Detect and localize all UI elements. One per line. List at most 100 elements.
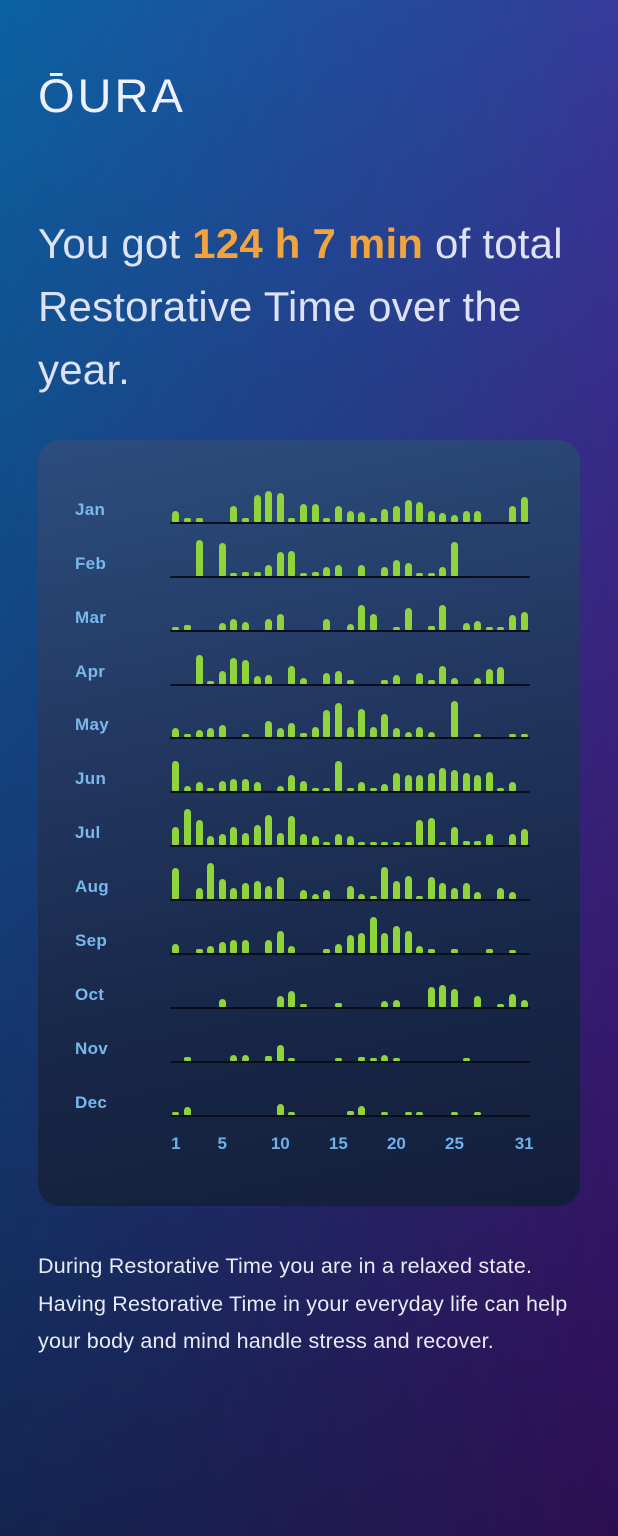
day-bar	[346, 1110, 354, 1115]
day-bar	[381, 714, 389, 738]
day-bar	[195, 539, 203, 576]
day-bar	[288, 723, 296, 738]
day-bar	[230, 778, 238, 792]
day-bar	[253, 825, 261, 846]
day-bar	[265, 565, 273, 576]
day-bar	[462, 882, 470, 900]
day-bar	[311, 836, 319, 846]
day-bar	[241, 1055, 249, 1061]
day-bar	[451, 541, 459, 576]
day-bar	[195, 730, 203, 738]
day-bar	[358, 933, 366, 953]
day-bar	[509, 891, 517, 900]
month-label: Jan	[75, 500, 106, 519]
bars-field	[170, 640, 530, 686]
day-bar	[276, 832, 284, 846]
day-bar	[509, 505, 517, 522]
day-bar	[288, 518, 296, 522]
day-bar	[346, 680, 354, 684]
day-bar	[195, 949, 203, 953]
day-bar	[485, 834, 493, 846]
day-bar	[485, 669, 493, 684]
day-bar	[346, 788, 354, 792]
day-bar	[218, 543, 226, 576]
day-bar	[497, 626, 505, 630]
day-bar	[358, 565, 366, 576]
day-bar	[451, 827, 459, 846]
day-bar	[520, 734, 528, 738]
day-bar	[323, 672, 331, 684]
day-bar	[427, 773, 435, 792]
day-bar	[265, 814, 273, 846]
day-bar	[392, 1000, 400, 1007]
day-bar	[334, 703, 342, 738]
day-bar	[172, 728, 180, 738]
month-label: May	[75, 715, 109, 735]
day-bar	[323, 618, 331, 630]
day-bar	[241, 940, 249, 953]
day-bar	[334, 943, 342, 953]
day-bar	[416, 1111, 424, 1115]
oura-logo: ŌURA	[38, 69, 186, 122]
day-bar	[300, 733, 308, 738]
month-label: Aug	[75, 877, 109, 897]
day-bar	[404, 931, 412, 953]
day-bar	[358, 1057, 366, 1061]
month-label: Dec	[75, 1092, 108, 1112]
baseline	[170, 683, 530, 686]
day-bar	[509, 734, 517, 738]
day-bar	[276, 493, 284, 522]
bars-field	[170, 801, 530, 848]
month-label: Feb	[75, 553, 107, 573]
day-axis: 1 5 10 15 20 25 31	[38, 1134, 580, 1164]
bars-field	[170, 693, 530, 740]
day-bar	[230, 618, 238, 630]
day-bar	[265, 491, 273, 522]
day-bar	[276, 996, 284, 1007]
month-row-mar: Mar	[38, 586, 580, 632]
day-bar	[451, 1111, 459, 1115]
day-bar	[323, 787, 331, 792]
day-bar	[381, 1055, 389, 1061]
day-bar	[392, 626, 400, 630]
day-bar	[439, 604, 447, 630]
day-bar	[288, 1057, 296, 1061]
day-bar	[323, 841, 331, 846]
day-bar	[253, 572, 261, 576]
day-bar	[427, 818, 435, 846]
day-bar	[392, 505, 400, 522]
day-bar	[427, 572, 435, 576]
day-bar	[276, 785, 284, 792]
day-bar	[311, 893, 319, 900]
day-bar	[218, 879, 226, 900]
month-label: Jul	[75, 823, 101, 843]
day-bar	[369, 842, 377, 846]
day-bar	[520, 611, 528, 630]
day-bar	[520, 496, 528, 522]
headline-total-value: 124 h 7 min	[192, 220, 424, 267]
axis-tick-label: 31	[514, 1134, 534, 1153]
month-row-apr: Apr	[38, 640, 580, 686]
day-bar	[183, 518, 191, 522]
day-bar	[451, 701, 459, 738]
month-row-nov: Nov	[38, 1017, 580, 1063]
day-bar	[311, 726, 319, 738]
day-bar	[439, 842, 447, 846]
day-bar	[369, 613, 377, 630]
day-bar	[392, 728, 400, 738]
day-bar	[265, 618, 273, 630]
day-bar	[358, 511, 366, 522]
day-bar	[253, 495, 261, 522]
day-bar	[369, 1057, 377, 1061]
day-bar	[474, 678, 482, 684]
day-bar	[439, 566, 447, 576]
day-bar	[509, 994, 517, 1007]
day-bar	[392, 842, 400, 846]
day-bar	[381, 509, 389, 522]
day-bar	[288, 775, 296, 792]
day-bar	[369, 896, 377, 900]
day-bar	[381, 784, 389, 792]
month-label: Jun	[75, 769, 107, 789]
day-bar	[311, 571, 319, 576]
day-bar	[497, 1003, 505, 1007]
